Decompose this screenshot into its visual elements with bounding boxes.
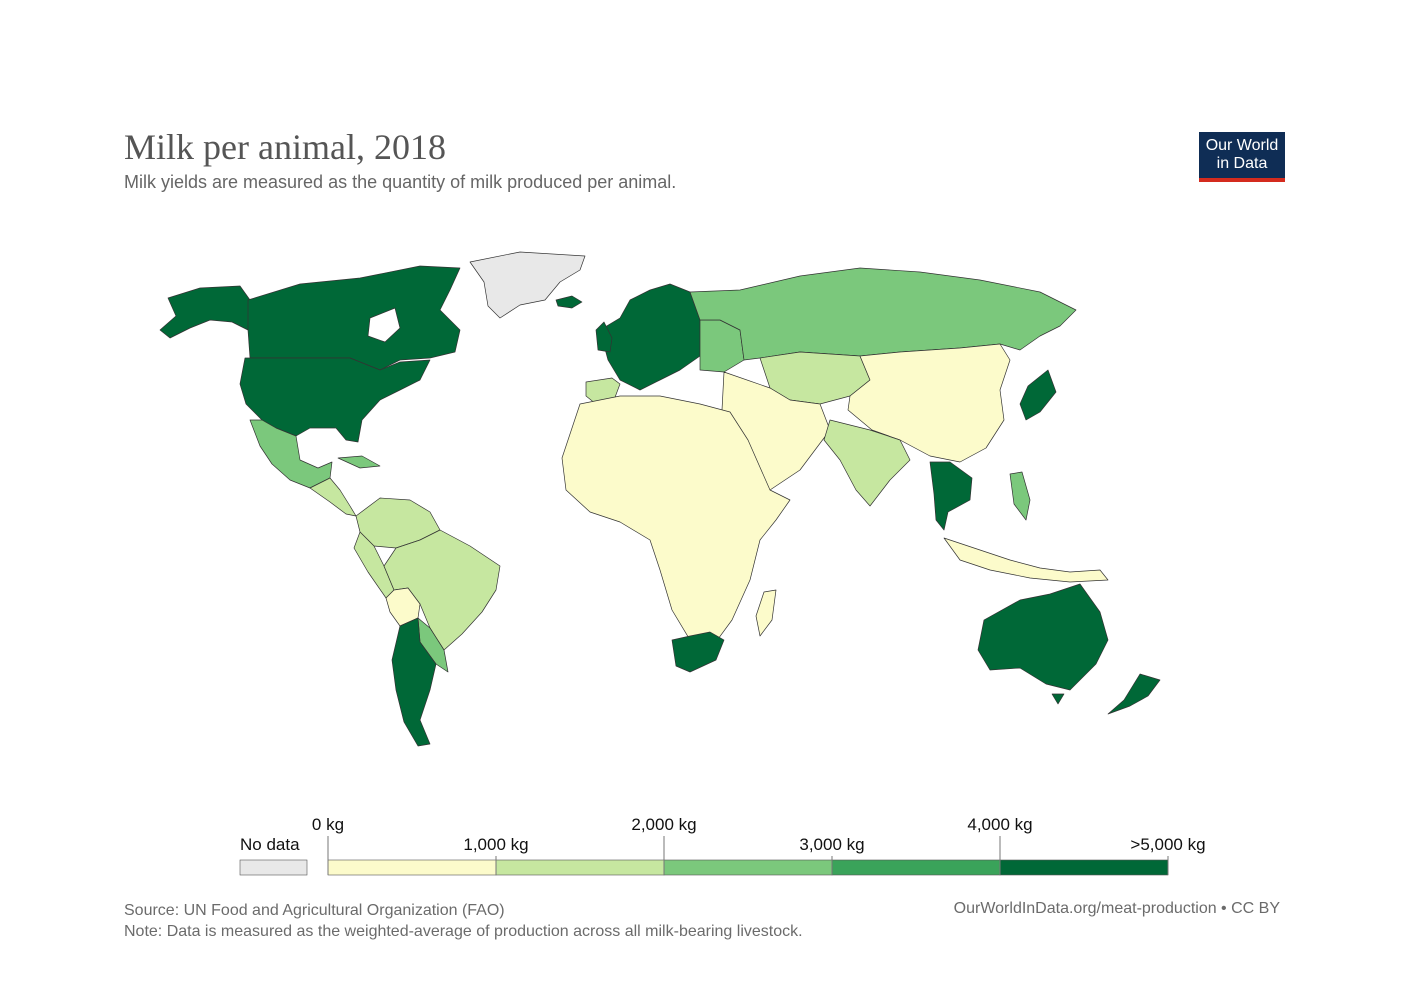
legend-label-3: 3,000 kg	[799, 835, 864, 854]
region-tasmania[interactable]	[1051, 693, 1065, 705]
region-japan[interactable]	[1019, 369, 1057, 421]
logo-line-2: in Data	[1216, 155, 1268, 172]
legend-label-4: 4,000 kg	[967, 815, 1032, 834]
region-india[interactable]	[823, 419, 911, 507]
method-note: Note: Data is measured as the weighted-a…	[124, 923, 803, 940]
legend-bin-1	[495, 859, 665, 876]
region-indonesia[interactable]	[943, 537, 1109, 583]
legend-label-5: >5,000 kg	[1130, 835, 1205, 854]
region-china[interactable]	[847, 343, 1011, 463]
logo-line-1: Our World	[1205, 137, 1279, 154]
region-alaska[interactable]	[159, 285, 251, 339]
region-philippines[interactable]	[1009, 471, 1031, 521]
region-hudson-bay	[367, 307, 401, 343]
legend-no-data-swatch	[239, 859, 308, 876]
source-note: Source: UN Food and Agricultural Organiz…	[124, 902, 505, 919]
region-iceland[interactable]	[555, 295, 583, 309]
region-caribbean[interactable]	[337, 455, 381, 469]
region-canada[interactable]	[247, 265, 461, 371]
owid-logo[interactable]: Our World in Data	[1199, 132, 1285, 182]
region-australia[interactable]	[977, 583, 1109, 691]
legend-label-1: 1,000 kg	[463, 835, 528, 854]
region-russia[interactable]	[689, 267, 1077, 361]
region-western-europe[interactable]	[599, 283, 701, 391]
legend-bin-4	[999, 859, 1169, 876]
legend-label-0: 0 kg	[312, 815, 344, 834]
source-url[interactable]: OurWorldInData.org/meat-production • CC …	[953, 900, 1280, 917]
region-africa[interactable]	[561, 395, 791, 651]
chart-title: Milk per animal, 2018	[124, 127, 446, 167]
region-central-america[interactable]	[309, 477, 357, 517]
region-bolivia[interactable]	[385, 587, 421, 627]
region-madagascar[interactable]	[755, 589, 777, 637]
legend-bin-0	[327, 859, 497, 876]
region-southeast-asia[interactable]	[929, 461, 973, 531]
region-south-africa[interactable]	[671, 631, 725, 673]
world-map	[159, 251, 1161, 747]
region-argentina[interactable]	[391, 617, 437, 747]
chart-subtitle: Milk yields are measured as the quantity…	[124, 172, 677, 192]
region-mexico[interactable]	[249, 419, 333, 489]
legend-bin-2	[663, 859, 833, 876]
footer: Source: UN Food and Agricultural Organiz…	[124, 900, 803, 942]
region-greenland[interactable]	[469, 251, 586, 319]
legend-bin-3	[831, 859, 1001, 876]
region-new-zealand[interactable]	[1107, 673, 1161, 715]
legend-label-2: 2,000 kg	[631, 815, 696, 834]
legend-no-data-label: No data	[240, 835, 300, 854]
region-uk[interactable]	[595, 321, 613, 353]
